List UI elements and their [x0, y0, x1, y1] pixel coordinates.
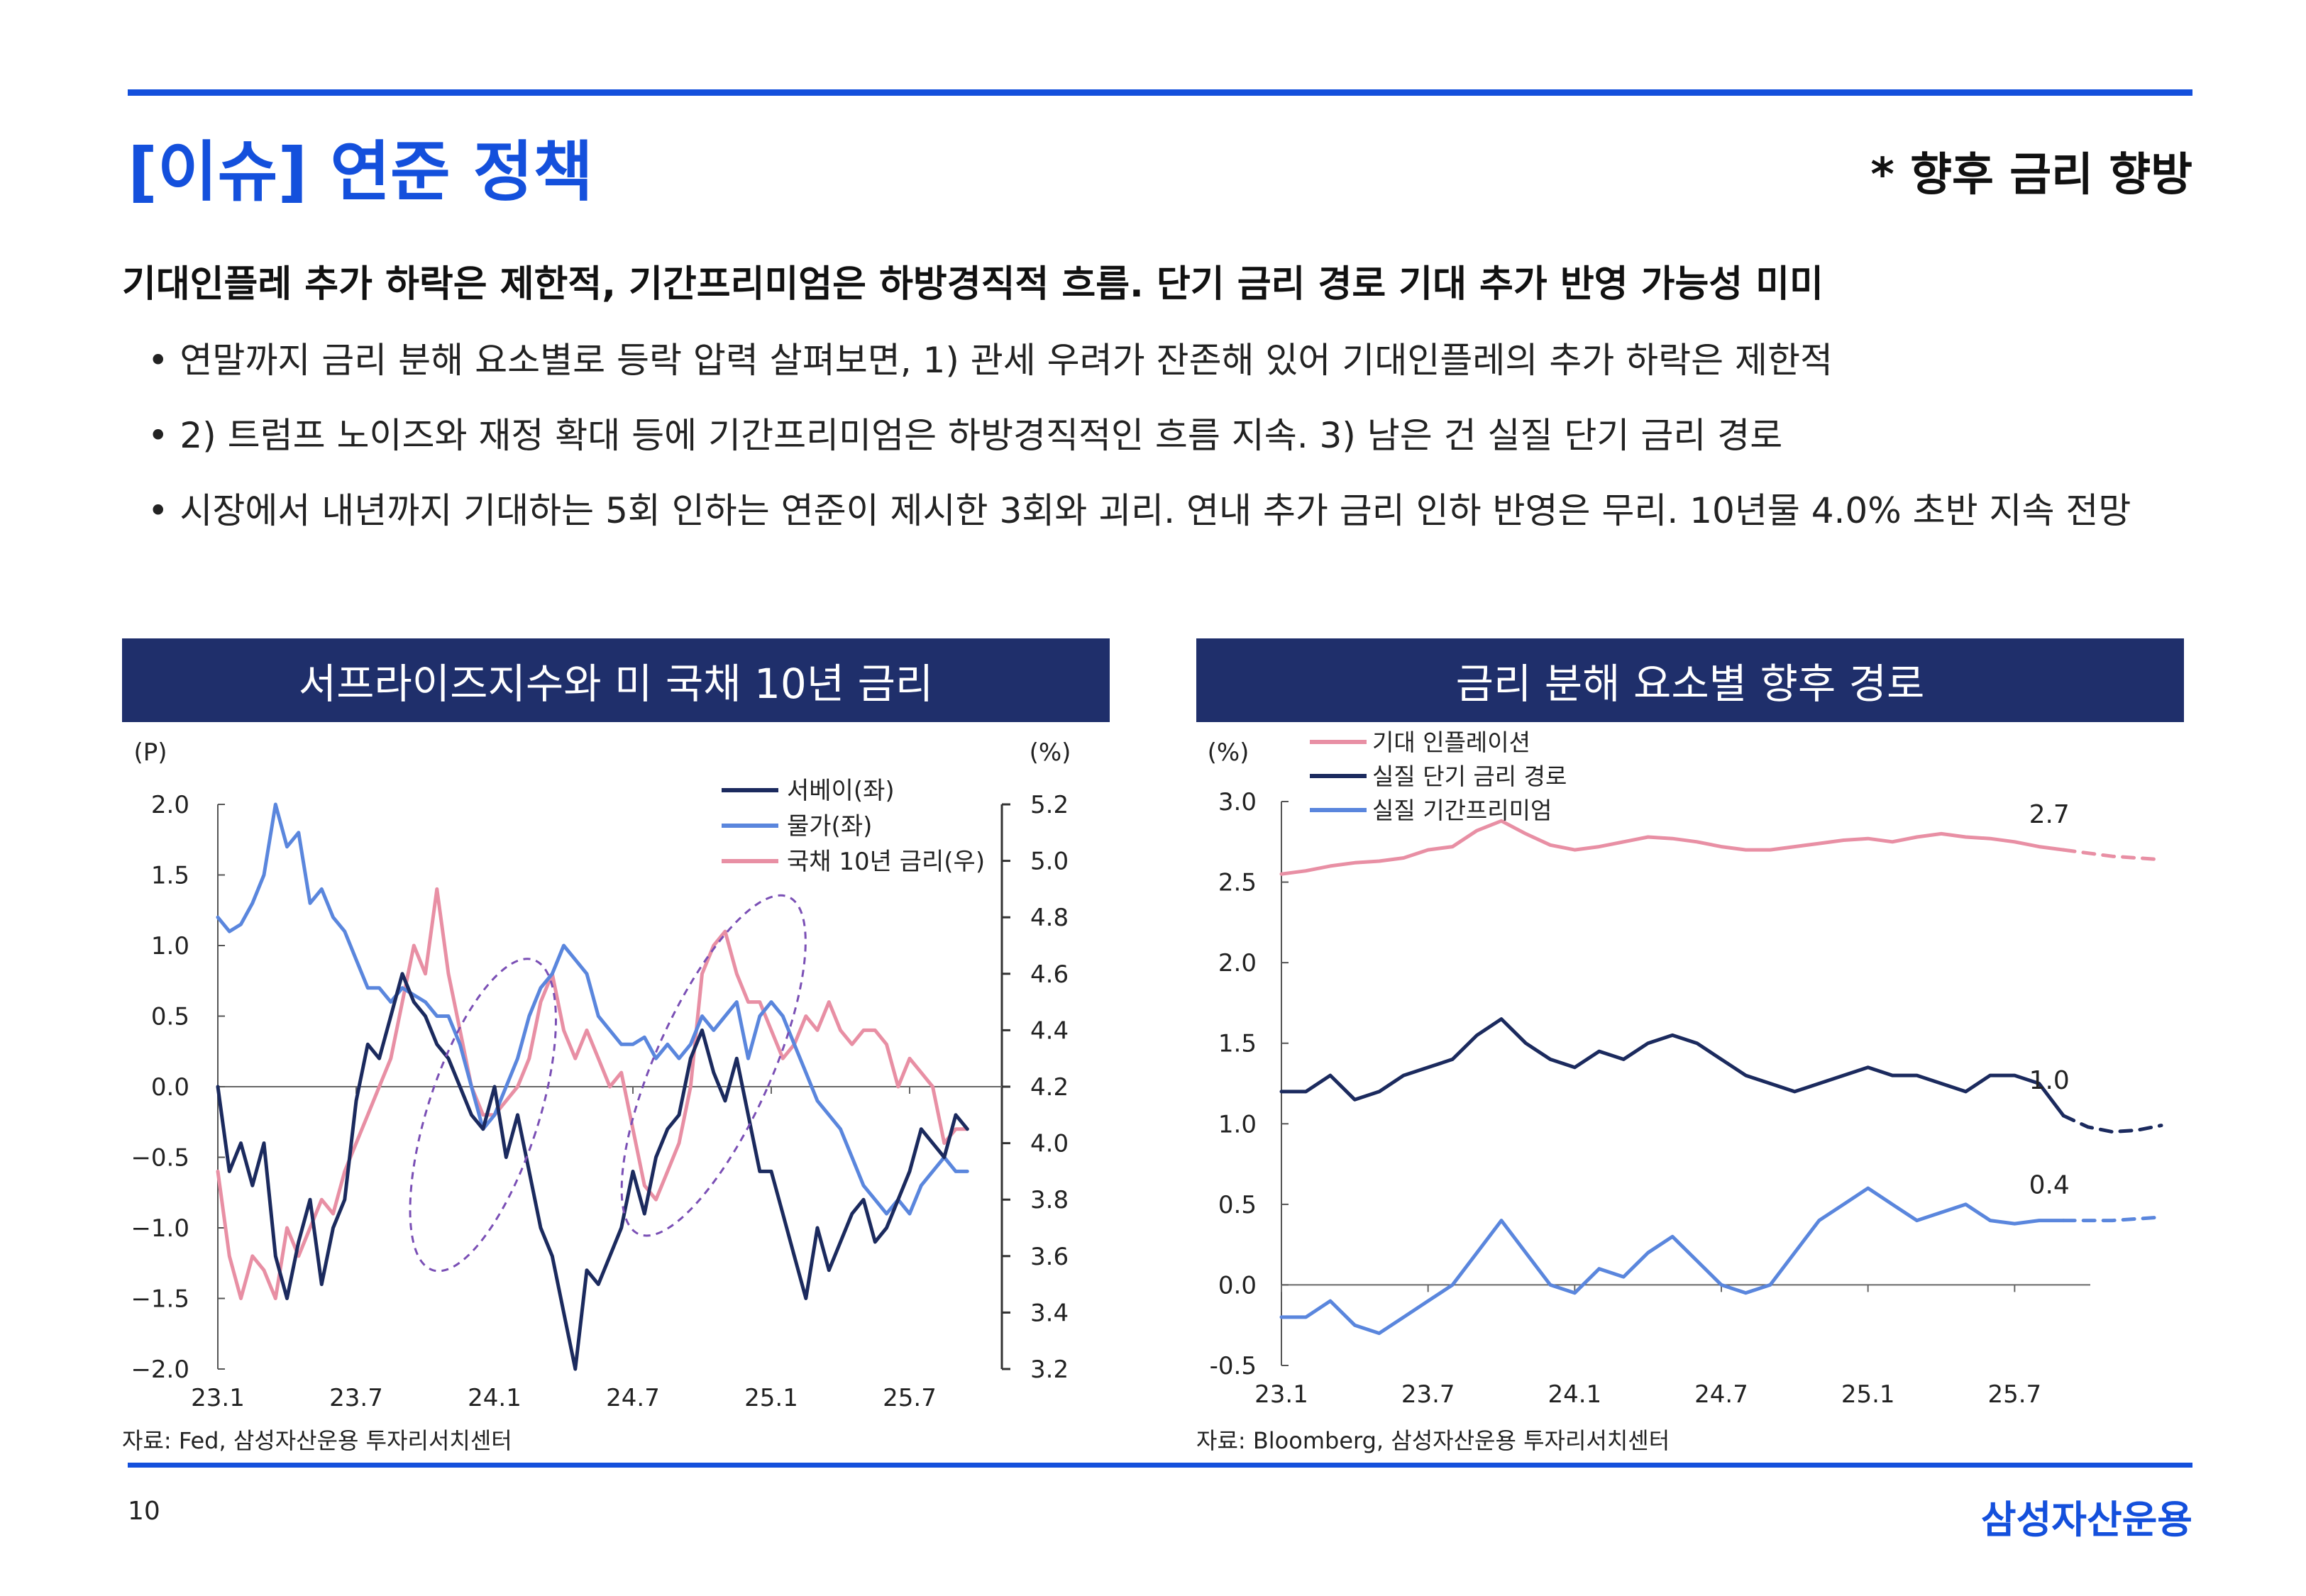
series-line-1	[1279, 1017, 2065, 1118]
y-left-tick-label: −0.5	[131, 1144, 189, 1173]
y-left-unit: (P)	[133, 738, 167, 767]
end-label-1: 1.0	[2029, 1066, 2070, 1095]
legend-label-2: 국채 10년 금리(우)	[787, 848, 985, 876]
legend-label-1: 실질 단기 금리 경로	[1372, 763, 1567, 790]
y-unit: (%)	[1208, 738, 1249, 767]
x-tick-label: 23.1	[191, 1384, 245, 1412]
y-right-tick-label: 3.6	[1030, 1243, 1069, 1271]
series-line-2	[216, 887, 969, 1300]
highlight-ellipse-0	[409, 958, 557, 1273]
x-tick-label: 23.7	[1401, 1380, 1455, 1409]
bullet-1: • 연말까지 금리 분해 요소별로 등락 압력 살펴보면, 1) 관세 우려가 …	[148, 340, 1833, 381]
page-title: [이슈] 연준 정책	[128, 134, 593, 210]
series-line-0	[1279, 819, 2065, 876]
bullet-3: • 시장에서 내년까지 기대하는 5회 인하는 연준이 제시한 3회와 괴리. …	[148, 490, 2131, 531]
series-forecast-0	[2061, 848, 2163, 862]
x-tick-label: 24.1	[468, 1384, 522, 1412]
series-line-0	[216, 972, 969, 1371]
y-left-tick-label: −1.5	[131, 1285, 189, 1314]
bullet-2: • 2) 트럼프 노이즈와 재정 확대 등에 기간프리미엄은 하방경직적인 흐름…	[148, 415, 1783, 456]
y-tick-label: -0.5	[1210, 1352, 1257, 1380]
y-tick-label: 0.5	[1218, 1191, 1257, 1219]
x-tick-label: 25.7	[883, 1384, 937, 1412]
y-tick-label: 2.0	[1218, 949, 1257, 977]
x-tick-label: 24.7	[606, 1384, 660, 1412]
y-left-tick-label: 0.0	[151, 1073, 189, 1102]
y-tick-label: 3.0	[1218, 788, 1257, 816]
y-tick-label: 0.0	[1218, 1271, 1257, 1299]
chart2-source: 자료: Bloomberg, 삼성자산운용 투자리서치센터	[1196, 1427, 1670, 1454]
legend-label-1: 물가(좌)	[787, 812, 872, 841]
bottom-rule	[128, 1463, 2192, 1468]
legend-label-0: 서베이(좌)	[787, 777, 895, 805]
y-right-tick-label: 4.0	[1030, 1130, 1069, 1158]
chart1-panel-title: 서프라이즈지수와 미 국채 10년 금리	[122, 638, 1110, 722]
series-line-1	[216, 802, 969, 1216]
chart2-panel-title: 금리 분해 요소별 향후 경로	[1196, 638, 2184, 722]
chart1-surprise-vs-10y: (P) (%) 2.0 1.5 1.0 0.5 0.0 −0.5 −1.0 −1.5 −2.0 5.2…	[131, 738, 1071, 1412]
y-right-tick-label: 3.2	[1030, 1356, 1069, 1384]
x-tick-label: 25.7	[1987, 1380, 2041, 1409]
y-right-tick-label: 4.6	[1030, 960, 1069, 989]
legend-label-0: 기대 인플레이션	[1372, 731, 1530, 756]
y-right-tick-label: 3.4	[1030, 1299, 1069, 1327]
y-right-tick-label: 4.4	[1030, 1016, 1069, 1045]
y-tick-label: 1.5	[1218, 1030, 1257, 1058]
page-number: 10	[128, 1497, 160, 1526]
y-right-tick-label: 5.0	[1030, 848, 1069, 876]
x-tick-label: 24.7	[1694, 1380, 1748, 1409]
top-rule	[128, 89, 2192, 96]
series-forecast-1	[2061, 1114, 2163, 1134]
headline: 기대인플레 추가 하락은 제한적, 기간프리미엄은 하방경직적 흐름. 단기 금…	[122, 263, 1824, 306]
y-left-tick-label: −2.0	[131, 1356, 189, 1384]
y-tick-label: 1.0	[1218, 1110, 1257, 1138]
series-forecast-2	[2061, 1215, 2163, 1223]
x-tick-label: 23.1	[1254, 1380, 1308, 1409]
y-left-tick-label: −1.0	[131, 1214, 189, 1243]
y-right-tick-label: 3.8	[1030, 1186, 1069, 1214]
y-right-tick-label: 5.2	[1030, 791, 1069, 819]
y-right-tick-label: 4.2	[1030, 1073, 1069, 1102]
y-left-tick-label: 0.5	[151, 1003, 189, 1031]
brand-logo: 삼성자산운용	[1980, 1497, 2192, 1542]
y-right-tick-label: 4.8	[1030, 904, 1069, 932]
y-left-tick-label: 2.0	[151, 791, 189, 819]
y-left-tick-label: 1.5	[151, 862, 189, 890]
end-label-0: 2.7	[2029, 800, 2070, 829]
y-left-tick-label: 1.0	[151, 932, 189, 960]
series-line-2	[1279, 1186, 2065, 1336]
x-tick-label: 24.1	[1548, 1380, 1601, 1409]
x-tick-label: 23.7	[329, 1384, 383, 1412]
legend-label-2: 실질 기간프리미엄	[1372, 797, 1552, 824]
y-tick-label: 2.5	[1218, 869, 1257, 897]
end-label-2: 0.4	[2029, 1171, 2070, 1200]
x-tick-label: 25.1	[744, 1384, 798, 1412]
x-tick-label: 25.1	[1841, 1380, 1895, 1409]
chart2-rate-decomposition: (%) 3.0 2.5 2.0 1.5 1.0 0.5 0.0 -0.523.1 23.7 24.1…	[1208, 731, 2163, 1409]
page-subtitle: * 향후 금리 향방	[1870, 149, 2192, 201]
y-right-unit: (%)	[1030, 738, 1071, 767]
chart1-source: 자료: Fed, 삼성자산운용 투자리서치센터	[122, 1427, 512, 1454]
